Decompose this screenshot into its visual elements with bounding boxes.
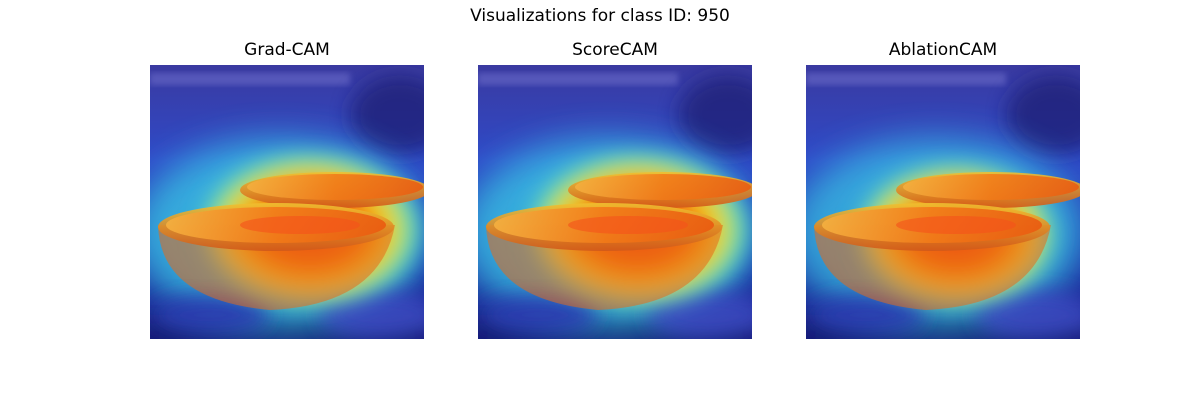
cam-heatmap-image	[478, 65, 752, 339]
panel-title: Grad-CAM	[244, 40, 330, 60]
panel-title: AblationCAM	[888, 40, 998, 60]
cam-heatmap-image	[806, 65, 1080, 339]
panel-title: ScoreCAM	[572, 40, 658, 60]
panel-ablation-cam: AblationCAM	[806, 40, 1080, 340]
panel-score-cam: ScoreCAM	[478, 40, 752, 340]
figure-title: Visualizations for class ID: 950	[470, 6, 730, 26]
panel-grad-cam: Grad-CAM	[150, 40, 424, 340]
cam-heatmap-image	[150, 65, 424, 339]
